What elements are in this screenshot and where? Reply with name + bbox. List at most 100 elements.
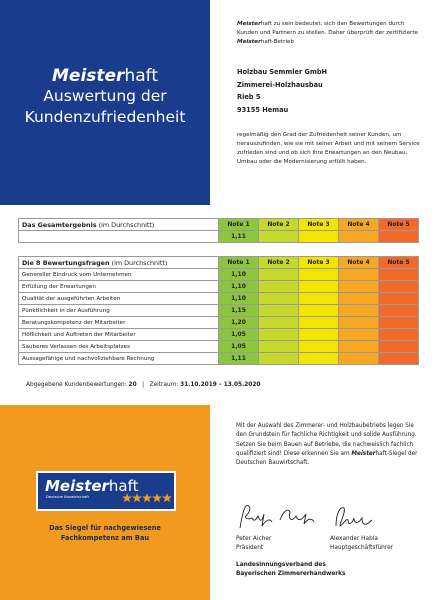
note-header: Note 3 xyxy=(298,256,339,269)
signatory-name: Alexander Habla xyxy=(330,536,378,542)
brand: Meisterhaft xyxy=(0,66,210,86)
seal-tagline: Das Siegel für nachgewiesene Fachkompete… xyxy=(0,523,210,543)
questions-table: Die 8 Bewertungsfragen (im Durchschnitt)… xyxy=(18,256,419,365)
header-cell: Das Gesamtergebnis (im Durchschnitt) xyxy=(18,218,219,231)
seal-brand-bold: Meister xyxy=(45,477,109,495)
note-cell xyxy=(338,340,379,353)
overall-table: Das Gesamtergebnis (im Durchschnitt) Note… xyxy=(18,218,419,243)
note-header: Note 3 xyxy=(298,218,339,231)
note-cell xyxy=(258,316,299,329)
paragraph-text: Mit der Auswahl des Zimmerer- und Holzba… xyxy=(236,423,417,457)
title-line: Kundenzufriedenheit xyxy=(24,108,186,126)
period: 31.10.2019 – 13.05.2020 xyxy=(180,382,261,388)
signature xyxy=(279,509,315,525)
data-row: Qualität der ausgeführten Arbeiten 1,10 xyxy=(18,292,419,305)
row-value: 1,11 xyxy=(218,230,259,243)
row-label: Pünktlichkeit in der Ausführung xyxy=(18,304,219,317)
row-label: Erfüllung der Erwartungen xyxy=(18,280,219,293)
address-line: Zimmerei-Holzhausbau xyxy=(237,80,323,89)
association-line: Bayerischen Zimmererhandwerks xyxy=(236,571,346,577)
note-header: Note 2 xyxy=(258,218,299,231)
tagline-line: Fachkompetenz am Bau xyxy=(60,534,150,542)
signature xyxy=(239,505,273,529)
note-cell xyxy=(378,352,419,365)
brand-bold: Meister xyxy=(52,66,125,86)
data-row: 1,11 xyxy=(18,230,419,243)
period-label: Zeitraum: xyxy=(149,382,179,388)
summary: Abgegebene Kundenbewertungen: 20 | Zeitr… xyxy=(26,382,260,388)
note-header: Note 5 xyxy=(378,218,419,231)
note-cell xyxy=(378,328,419,341)
note-cell xyxy=(378,340,419,353)
association: Landesinnungsverband des Bayerischen Zim… xyxy=(236,561,345,579)
brand-text: Meister xyxy=(237,39,261,45)
brand-rest: haft xyxy=(124,66,158,86)
closing: Mit der Auswahl des Zimmerer- und Holzba… xyxy=(236,422,421,468)
data-row: Genereller Eindruck vom Unternehmen 1,10 xyxy=(18,268,419,281)
row-label: Qualität der ausgeführten Arbeiten xyxy=(18,292,219,305)
note-cell xyxy=(378,230,419,243)
reviews: 20 xyxy=(128,382,137,388)
note-cell xyxy=(258,328,299,341)
signatory-name: Peter Aicher xyxy=(236,536,272,542)
reviews-label: Abgegebene Kundenbewertungen: xyxy=(26,382,127,388)
association-line: Landesinnungsverband des xyxy=(236,562,326,568)
signatory: Peter Aicher Präsident xyxy=(236,535,271,552)
data-row: Höflichkeit und Auftreten der Mitarbeite… xyxy=(18,328,419,341)
row-value: 1,10 xyxy=(218,292,259,305)
title-line: Auswertung der xyxy=(43,87,167,105)
seal-logo: Meisterhaft Deutsche Bauwirtschaft xyxy=(36,471,176,511)
paragraph-text: Meister xyxy=(351,450,376,457)
signatory-role: Hauptgeschäftsführer xyxy=(330,544,394,551)
paragraph-text: haft-Siegel der Deutschen Bauwirtschaft. xyxy=(236,450,418,467)
row-label: Aussagefähige und nachvollziehbare Rechn… xyxy=(18,352,219,365)
seal-sub: Deutsche Bauwirtschaft xyxy=(46,495,89,499)
row-label: Beratungskompetenz der Mitarbeiter xyxy=(18,316,219,329)
data-row: Erfüllung der Erwartungen 1,10 xyxy=(18,280,419,293)
note-cell xyxy=(298,340,339,353)
note-cell xyxy=(338,230,379,243)
data-row: Pünktlichkeit in der Ausführung 1,15 xyxy=(18,304,419,317)
row-value: 1,10 xyxy=(218,280,259,293)
note-header: Note 4 xyxy=(338,256,379,269)
table-heading: Das Gesamtergebnis xyxy=(22,220,97,229)
address-line: Holzbau Semmler GmbH xyxy=(237,68,328,76)
note-cell xyxy=(258,292,299,305)
paragraph-text: haft-Betrieb xyxy=(260,39,295,45)
header-row: Die 8 Bewertungsfragen (im Durchschnitt)… xyxy=(18,256,419,269)
title: Auswertung der Kundenzufriedenheit xyxy=(0,86,210,128)
note-cell xyxy=(298,352,339,365)
header-cell: Die 8 Bewertungsfragen (im Durchschnitt) xyxy=(18,256,219,269)
note-cell xyxy=(378,304,419,317)
header-row: Das Gesamtergebnis (im Durchschnitt) Note… xyxy=(18,218,419,231)
data-row: Beratungskompetenz der Mitarbeiter 1,20 xyxy=(18,316,419,329)
row-label: Höflichkeit und Auftreten der Mitarbeite… xyxy=(18,328,219,341)
row-label: Sauberes Verlassen des Arbeitsplatzes xyxy=(18,340,219,353)
address-line: Rieb 5 xyxy=(237,93,261,101)
star-group xyxy=(122,493,172,503)
row-value: 1,05 xyxy=(218,328,259,341)
row-value: 1,15 xyxy=(218,304,259,317)
note-cell xyxy=(298,304,339,317)
note-cell xyxy=(298,230,339,243)
row-label xyxy=(18,230,219,243)
seal-brand-rest: haft xyxy=(108,477,139,495)
row-value: 1,11 xyxy=(218,352,259,365)
note-cell xyxy=(338,268,379,281)
signatory: Alexander Habla Hauptgeschäftsführer xyxy=(330,535,393,552)
note-cell xyxy=(298,316,339,329)
note-cell xyxy=(258,280,299,293)
tagline-line: Das Siegel für nachgewiesene xyxy=(49,524,161,532)
table-heading-note: (im Durchschnitt) xyxy=(98,220,155,229)
note-cell xyxy=(258,304,299,317)
note-cell xyxy=(298,328,339,341)
note-cell xyxy=(378,268,419,281)
note-cell xyxy=(338,280,379,293)
title-panel: Meisterhaft Auswertung der Kundenzufried… xyxy=(0,0,210,205)
note-cell xyxy=(338,292,379,305)
signatures xyxy=(239,505,373,529)
note-cell xyxy=(298,268,339,281)
note-header: Note 4 xyxy=(338,218,379,231)
paragraph-text: haft zu sein bedeutet, sich den Bewertun… xyxy=(237,21,418,36)
